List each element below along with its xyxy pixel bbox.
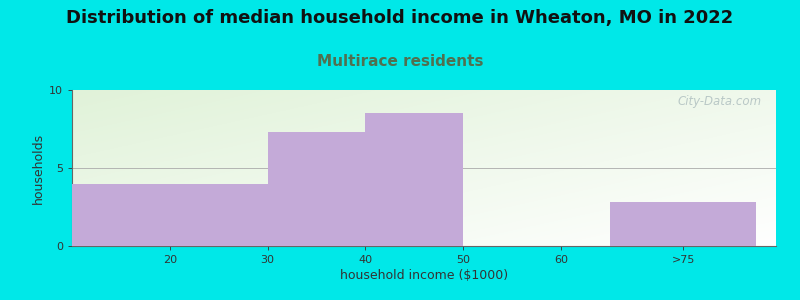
Bar [366,113,463,246]
Y-axis label: households: households [32,132,45,204]
Text: City-Data.com: City-Data.com [678,95,762,108]
Text: Distribution of median household income in Wheaton, MO in 2022: Distribution of median household income … [66,9,734,27]
Bar [72,184,267,246]
X-axis label: household income ($1000): household income ($1000) [340,269,508,282]
Bar [267,132,366,246]
Text: Multirace residents: Multirace residents [317,54,483,69]
Bar [610,202,757,246]
